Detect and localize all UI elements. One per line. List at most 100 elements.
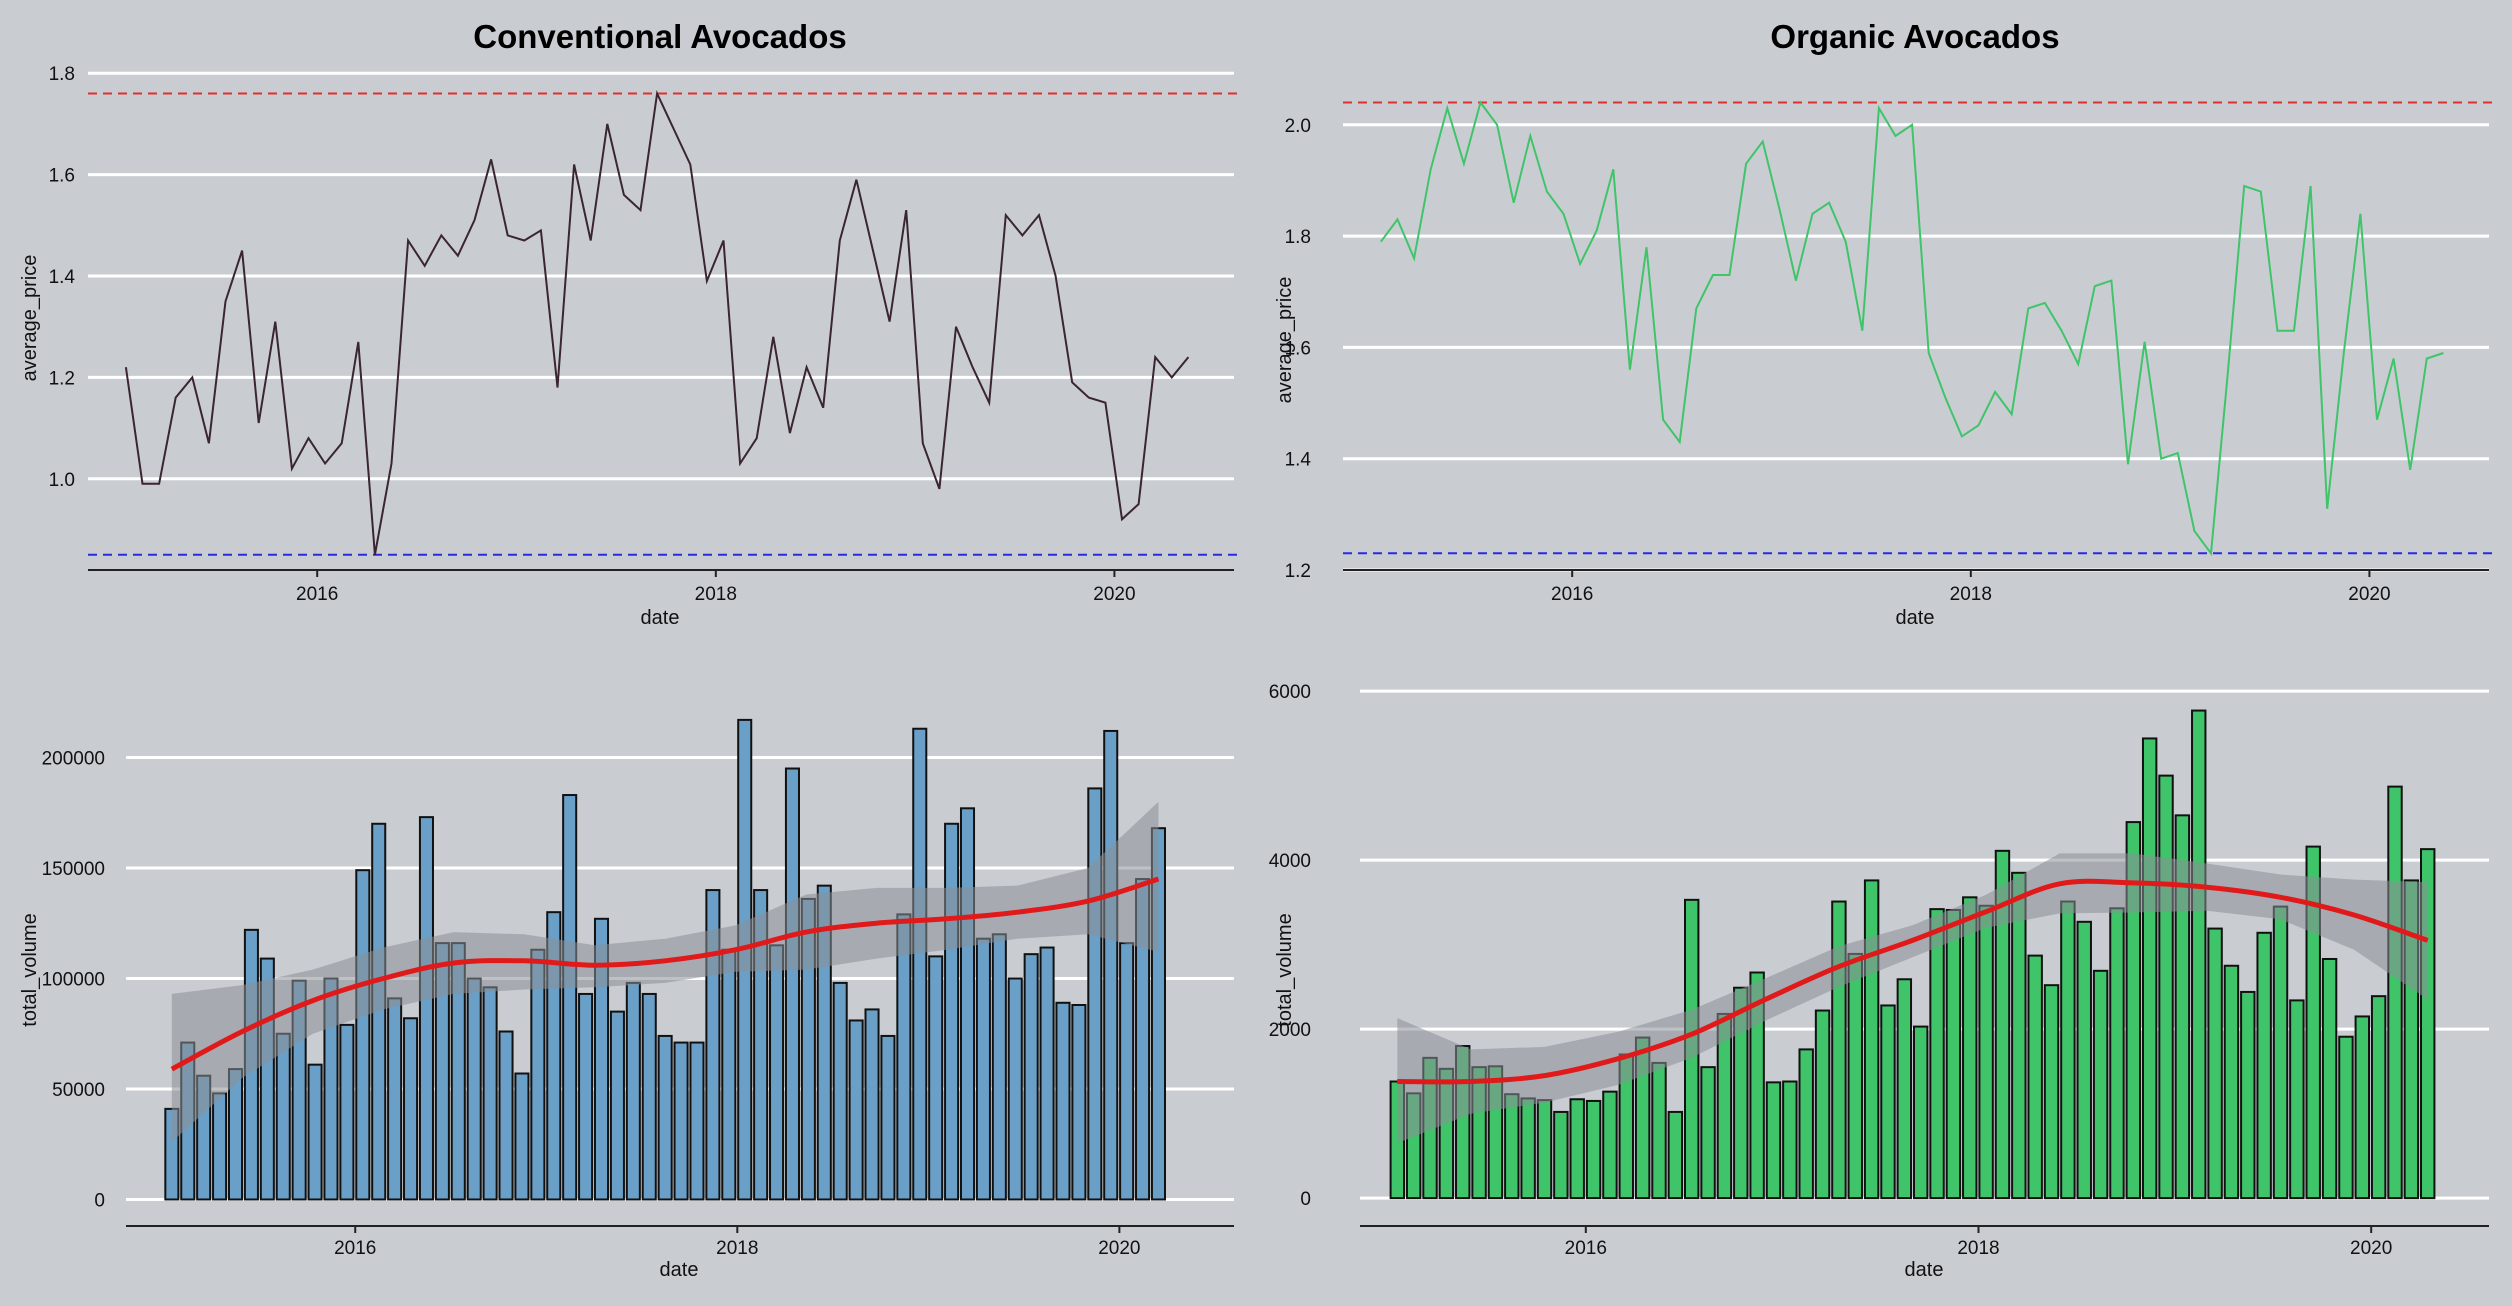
volume-bar [1055,1001,1071,1201]
volume-bar [1847,952,1863,1200]
volume-bar [625,981,641,1201]
volume-bar [2223,964,2240,1200]
organic-volume-panel: 0 2000 4000 6000 2016 2018 2020 date total_vol… [1269,682,2489,1281]
volume-bar [784,767,800,1201]
volume-bar [928,955,944,1201]
volume-bar [403,1017,419,1201]
volume-bar [1651,1061,1667,1200]
volume-bar [959,807,976,1201]
volume-bar [2011,871,2027,1200]
conventional-price-grid [88,71,1234,481]
x-tick-label: 2016 [334,1238,376,1259]
volume-bar [2109,907,2125,1200]
x-tick-label: 2016 [296,584,338,605]
volume-bar [1667,1110,1684,1200]
trend-line [170,876,1160,1072]
x-tick-label: 2018 [1950,584,1992,605]
volume-bar [2092,969,2109,1200]
y-tick-label: 1.4 [1285,450,1312,471]
volume-bar [832,981,848,1201]
x-tick-label: 2018 [1957,1238,1999,1259]
volume-bar [1814,1009,1831,1200]
y-tick-label: 0 [94,1190,105,1211]
conventional-volume-trend [170,801,1160,1142]
y-tick-label: 1.6 [49,166,75,187]
volume-bar [562,794,578,1201]
volume-bar [912,727,928,1201]
volume-bar [673,1041,689,1201]
volume-bar [1087,787,1103,1201]
conventional-price-axes: 1.0 1.2 1.4 1.6 1.8 2016 2018 2020 [49,64,1234,605]
x-tick-label: 2020 [2350,1238,2392,1259]
volume-bar [944,822,960,1201]
organic-volume-xlabel: date [1905,1259,1944,1281]
volume-bar [355,869,371,1201]
trend-line [1397,878,2429,1085]
organic-price-title: Organic Avocados [1770,18,2059,55]
volume-bar [896,913,912,1201]
volume-bar [1071,1003,1087,1201]
organic-price-xlabel: date [1896,607,1935,629]
y-tick-label: 1.6 [1285,338,1311,359]
volume-bar [2158,774,2174,1200]
x-tick-label: 2016 [1565,1238,1607,1259]
volume-bar [1978,904,1994,1200]
volume-bar [2027,954,2043,1200]
price-line [1380,100,2444,556]
conventional-price-panel: Conventional Avocados 1.0 1.2 1.4 1.6 1.8 201… [19,18,1242,629]
trend-confidence-band [171,801,1159,1142]
volume-bar [1536,1099,1553,1200]
y-tick-label: 6000 [1269,682,1311,703]
volume-bar [1733,986,1749,1200]
volume-bar [578,992,594,1201]
volume-bar [1520,1097,1536,1200]
volume-bar [1007,977,1023,1201]
conventional-volume-xlabel: date [660,1259,699,1281]
y-tick-label: 100000 [42,969,105,990]
volume-bar [721,948,737,1201]
volume-bar [1798,1048,1814,1200]
volume-bar [1880,1004,1896,1200]
volume-bar [1945,908,1962,1200]
y-tick-label: 2.0 [1285,116,1311,137]
volume-bar [339,1023,355,1201]
volume-bar [1553,1110,1569,1200]
y-tick-label: 50000 [52,1080,105,1101]
volume-bar [1994,849,2011,1200]
volume-bar [2240,990,2256,1200]
conventional-volume-panel: 0 50000 100000 150000 200000 2016 2018 2020 dat… [19,718,1234,1281]
x-tick-label: 2020 [1098,1238,1140,1259]
y-tick-label: 1.8 [1285,227,1311,248]
volume-bar [991,933,1007,1201]
volume-bar [2289,999,2305,1200]
volume-bar [227,1068,244,1201]
volume-bar [1039,946,1055,1201]
volume-bar [609,1010,625,1201]
volume-bar [769,944,785,1201]
organic-price-axes: 1.2 1.4 1.6 1.8 2.0 2016 2018 2020 [1285,116,2489,605]
conventional-volume-axes: 0 50000 100000 150000 200000 2016 2018 2020 [42,748,1234,1259]
volume-bar [212,1092,228,1201]
volume-bar [2338,1035,2354,1200]
volume-bar [418,816,434,1201]
volume-bar [689,1041,705,1201]
y-tick-label: 1.2 [1285,561,1311,582]
volume-bar [2305,845,2321,1200]
volume-bar [2125,821,2142,1200]
volume-bar [1765,1081,1782,1200]
y-tick-label: 150000 [42,859,105,880]
volume-bar [2076,920,2092,1200]
volume-bar [2256,931,2272,1200]
y-tick-label: 200000 [42,748,105,769]
volume-bar [1504,1093,1520,1200]
conventional-price-ylabel: average_price [19,255,41,382]
volume-bar [1929,908,1945,1200]
organic-volume-axes: 0 2000 4000 6000 2016 2018 2020 [1269,682,2489,1259]
volume-bar [2272,905,2289,1200]
volume-bar [2191,709,2207,1200]
volume-bar [1569,1098,1585,1200]
volume-bar [657,1034,673,1201]
organic-volume-trend [1397,853,2429,1144]
y-tick-label: 1.8 [49,64,75,85]
organic-price-reference-lines [1343,101,2497,555]
